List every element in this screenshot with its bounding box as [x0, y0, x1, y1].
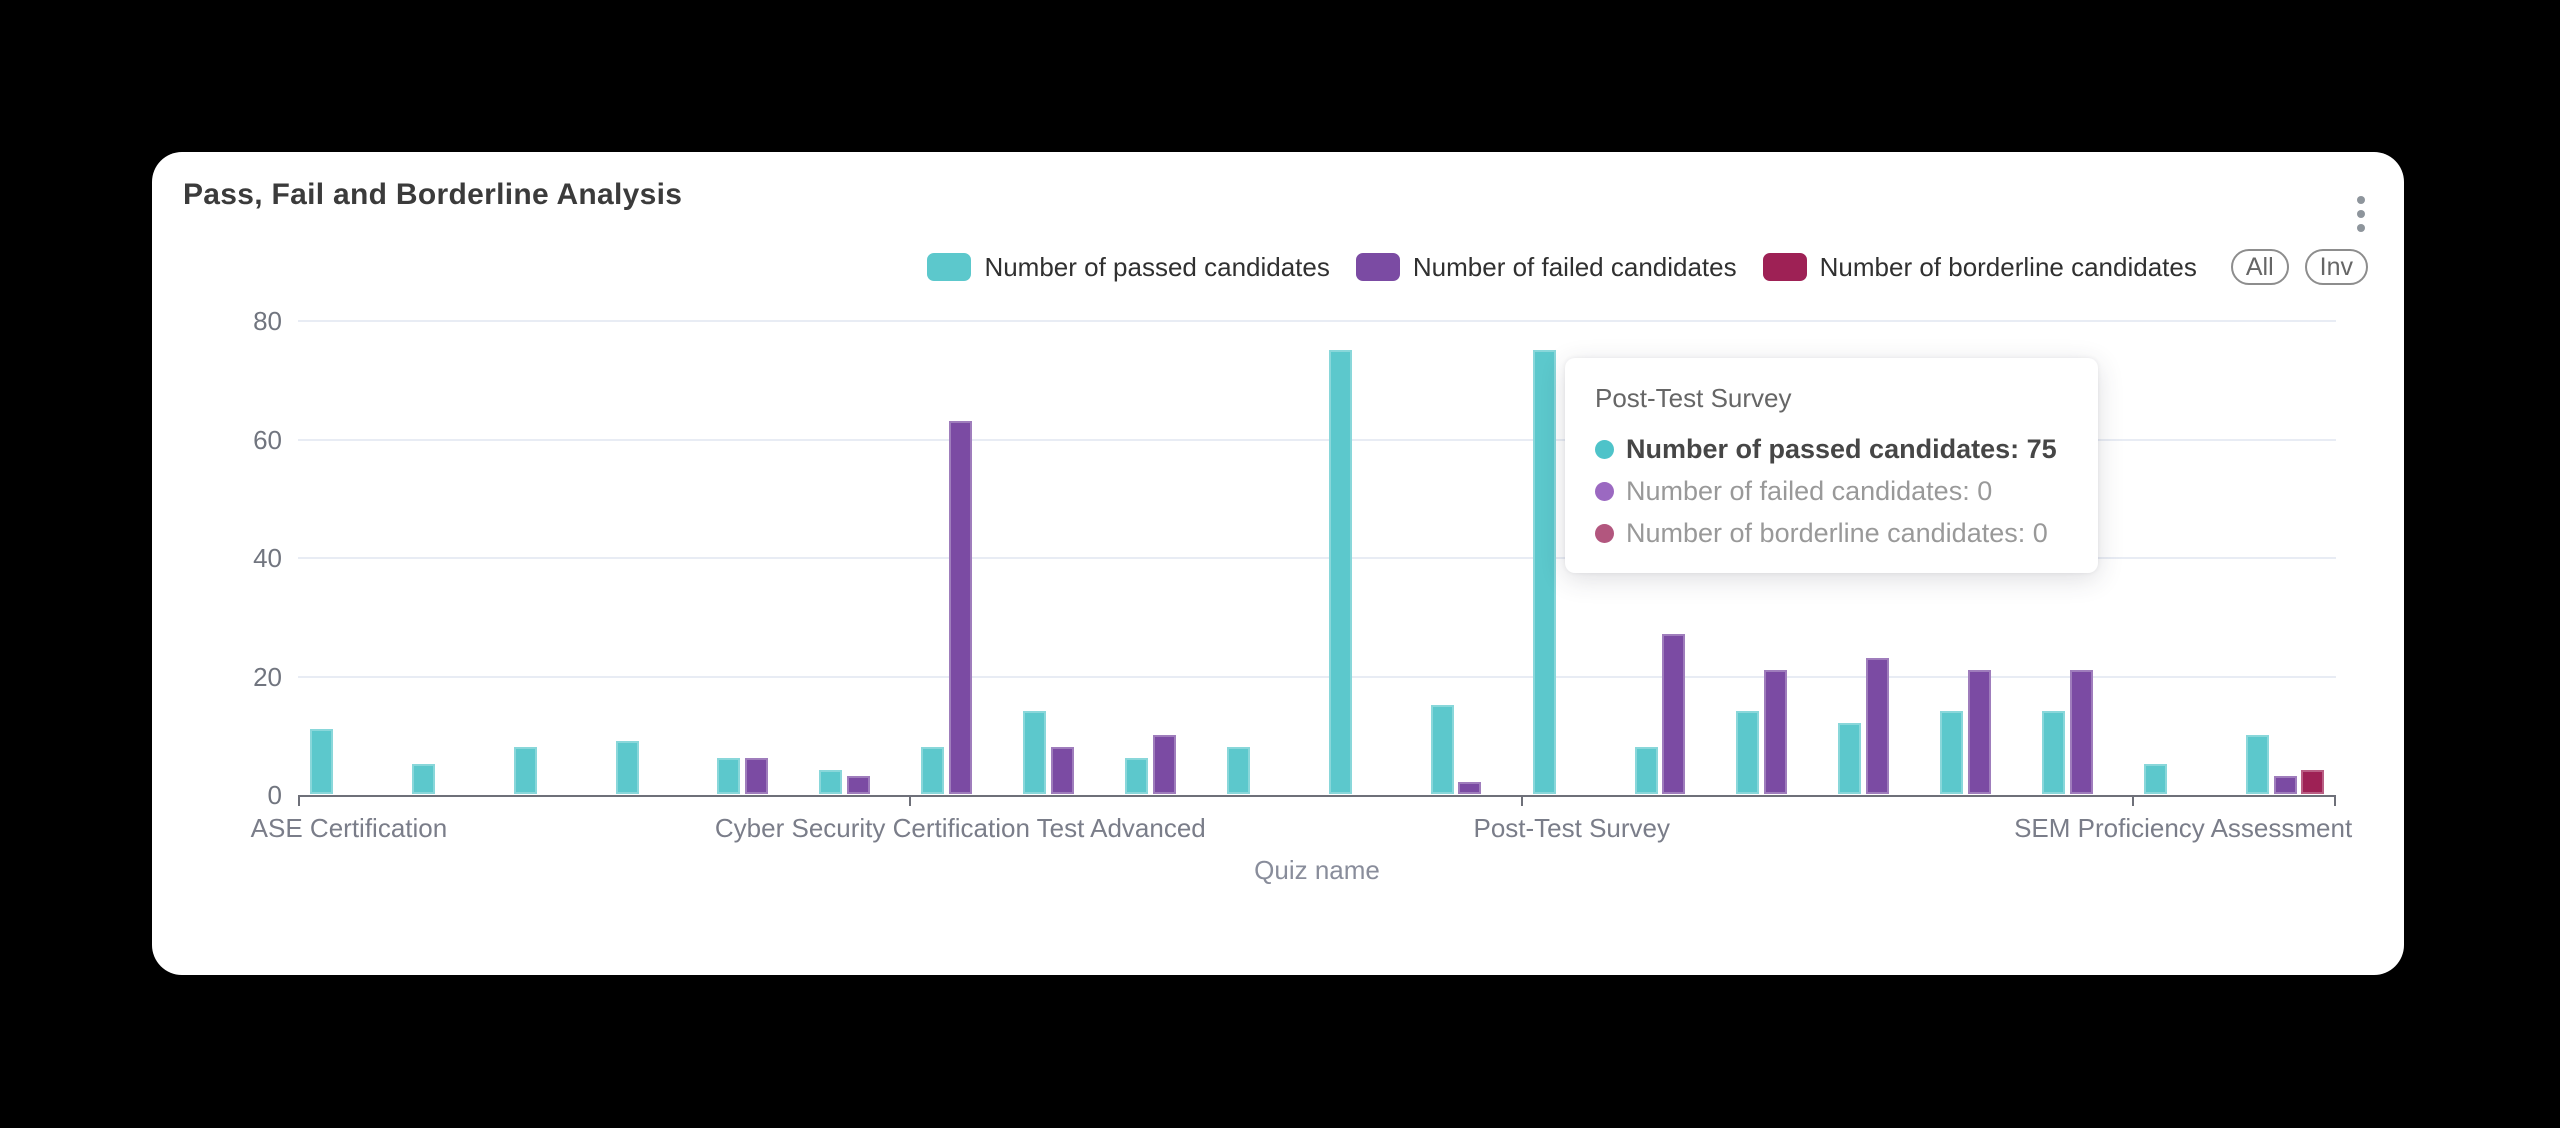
page-title: Pass, Fail and Borderline Analysis: [183, 178, 683, 211]
bar-failed[interactable]: [2273, 776, 2297, 794]
tooltip: Post-Test Survey Number of passed candid…: [1565, 358, 2098, 573]
tooltip-row-text: Number of passed candidates: 75: [1626, 433, 2057, 464]
bar-failed[interactable]: [846, 776, 870, 794]
bar-failed[interactable]: [1865, 657, 1889, 794]
tooltip-series-dot-icon: [1595, 523, 1614, 543]
bar-passed[interactable]: [309, 728, 333, 794]
x-axis-tick: [2334, 795, 2336, 806]
tooltip-row: Number of borderline candidates: 0: [1595, 512, 2068, 554]
bar-passed[interactable]: [1736, 711, 1760, 794]
bar-failed[interactable]: [948, 420, 972, 794]
bar-passed[interactable]: [2042, 711, 2066, 794]
chart-card: Pass, Fail and Borderline Analysis Numbe…: [152, 152, 2404, 975]
bar-passed[interactable]: [1838, 722, 1862, 794]
kebab-dot: [2357, 224, 2365, 232]
tooltip-title: Post-Test Survey: [1595, 383, 1792, 413]
y-axis-tick-label: 80: [253, 306, 282, 336]
bar-failed[interactable]: [1458, 782, 1482, 794]
bar-borderline[interactable]: [2301, 770, 2325, 794]
bar-passed[interactable]: [513, 746, 537, 794]
legend-item-passed[interactable]: Number of passed candidates: [927, 251, 1330, 283]
legend-swatch-icon: [1762, 253, 1807, 281]
tooltip-row: Number of failed candidates: 0: [1595, 470, 2068, 512]
bar-passed[interactable]: [1634, 746, 1658, 794]
bar-passed[interactable]: [1023, 711, 1047, 794]
kebab-dot: [2357, 196, 2365, 204]
kebab-menu-icon[interactable]: [2344, 192, 2378, 236]
legend-swatch-icon: [927, 253, 972, 281]
legend: Number of passed candidates Number of fai…: [927, 249, 2368, 285]
legend-item-label: Number of failed candidates: [1412, 251, 1737, 282]
bar-passed[interactable]: [717, 758, 741, 794]
bar-passed[interactable]: [1226, 746, 1250, 794]
plot-area: Quiz name 0 20 40 60 80 ASE Certification Cybe…: [251, 306, 2353, 885]
x-axis-line: [298, 795, 2336, 797]
bar-passed[interactable]: [1328, 349, 1352, 794]
legend-item-label: Number of passed candidates: [984, 251, 1330, 282]
legend-swatch-icon: [1355, 253, 1400, 281]
x-axis-tick: [2132, 795, 2135, 806]
x-axis-title: Quiz name: [1254, 855, 1380, 885]
bar-failed[interactable]: [1764, 669, 1788, 794]
tooltip-rows: Number of passed candidates: 75 Number of…: [1595, 428, 2068, 554]
tooltip-series-dot-icon: [1595, 481, 1614, 501]
bar-passed[interactable]: [1532, 349, 1556, 794]
bar-passed[interactable]: [921, 746, 945, 794]
bar-failed[interactable]: [1967, 669, 1991, 794]
tooltip-row: Number of passed candidates: 75: [1595, 428, 2068, 470]
x-axis-tick-label: SEM Proficiency Assessment: [2014, 813, 2353, 843]
legend-item-label: Number of borderline candidates: [1819, 251, 2197, 282]
x-axis-tick: [909, 795, 912, 806]
legend-all-button[interactable]: All: [2230, 249, 2289, 285]
y-axis-tick-label: 40: [253, 543, 282, 573]
x-axis-tick-label: ASE Certification: [250, 813, 448, 843]
bar-failed[interactable]: [1152, 734, 1176, 794]
bar-passed[interactable]: [1430, 705, 1454, 794]
bar-failed[interactable]: [2069, 669, 2093, 794]
gridline: [298, 675, 2336, 678]
y-axis-tick-label: 0: [267, 780, 282, 810]
gridline: [298, 557, 2336, 559]
bar-passed[interactable]: [1940, 711, 1964, 794]
gridline: [298, 320, 2336, 322]
legend-item-failed[interactable]: Number of failed candidates: [1355, 251, 1737, 283]
bar-passed[interactable]: [2144, 764, 2168, 794]
tooltip-row-text: Number of failed candidates: 0: [1626, 475, 1993, 506]
tooltip-series-dot-icon: [1595, 439, 1614, 459]
x-axis-tick: [298, 795, 300, 806]
bar-passed[interactable]: [411, 764, 435, 794]
bar-passed[interactable]: [2245, 734, 2269, 794]
bar-passed[interactable]: [615, 740, 639, 794]
legend-item-borderline[interactable]: Number of borderline candidates: [1762, 251, 2197, 283]
bar-failed[interactable]: [1662, 634, 1686, 794]
y-axis-tick-label: 60: [253, 424, 282, 455]
bar-passed[interactable]: [819, 770, 843, 794]
bar-failed[interactable]: [1050, 746, 1074, 794]
tooltip-row-text: Number of borderline candidates: 0: [1626, 517, 2048, 548]
bar-passed[interactable]: [1125, 758, 1149, 794]
x-axis-tick-label: Cyber Security Certification Test Advanc…: [714, 813, 1206, 843]
kebab-dot: [2357, 210, 2365, 218]
x-axis-tick: [1520, 795, 1523, 806]
legend-inv-button[interactable]: Inv: [2304, 249, 2368, 285]
legend-pills: All Inv: [2230, 249, 2368, 285]
y-axis-tick-label: 20: [253, 661, 282, 692]
gridline: [298, 438, 2336, 441]
x-axis-tick-label: Post-Test Survey: [1473, 813, 1671, 843]
bar-failed[interactable]: [745, 758, 769, 794]
